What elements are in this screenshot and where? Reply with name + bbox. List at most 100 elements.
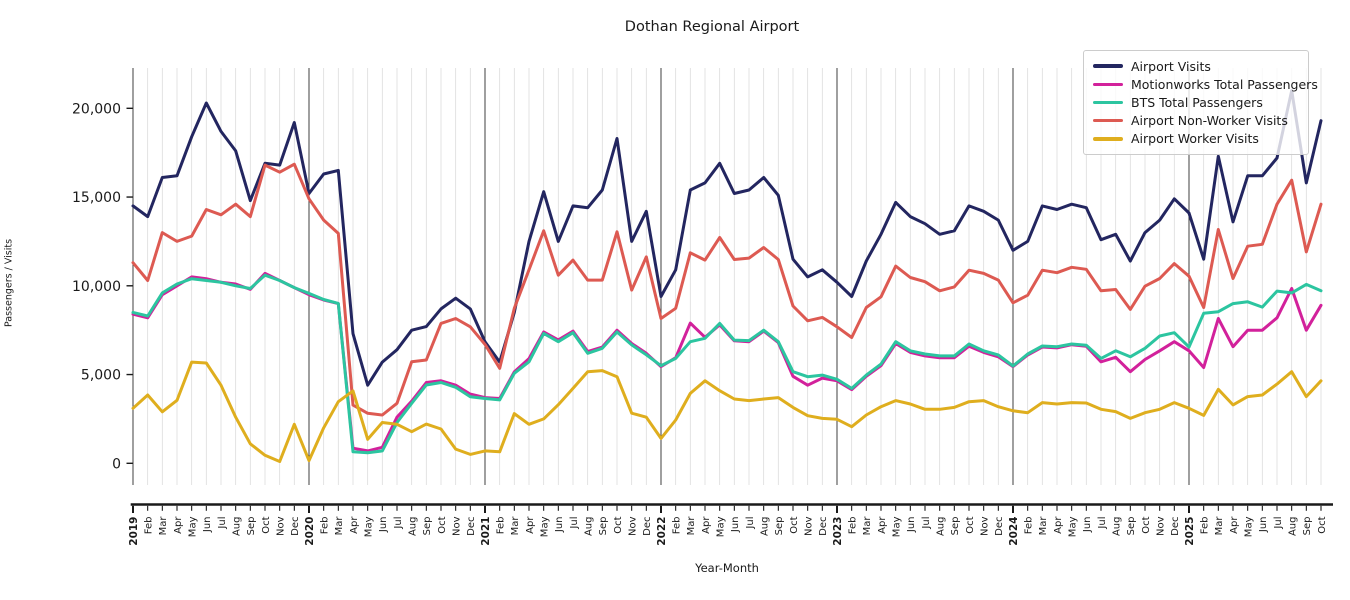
x-tick-label: Nov bbox=[451, 516, 462, 536]
legend-swatch bbox=[1093, 82, 1123, 87]
x-tick-label: Jul bbox=[569, 517, 580, 530]
x-tick-label: 2020 bbox=[304, 517, 316, 546]
legend-label: Motionworks Total Passengers bbox=[1131, 76, 1318, 92]
series-line-airport-worker-visits bbox=[131, 360, 1323, 463]
x-tick-label: Nov bbox=[275, 516, 286, 536]
y-axis-label: Passengers / Visits bbox=[3, 238, 15, 328]
legend: Airport Visits Motionworks Total Passenge… bbox=[1083, 50, 1318, 155]
chart-title: Dothan Regional Airport bbox=[624, 19, 800, 35]
x-tick-label: Jul bbox=[217, 517, 228, 530]
x-tick-label: Apr bbox=[1053, 516, 1064, 534]
x-tick-label: 2024 bbox=[1008, 517, 1020, 546]
x-axis-label: Year-Month bbox=[695, 561, 759, 575]
x-tick-label: Mar bbox=[862, 516, 873, 536]
y-tick-label: 5,000 bbox=[81, 368, 121, 384]
x-tick-label: Aug bbox=[1287, 517, 1298, 537]
legend-swatch bbox=[1093, 100, 1123, 105]
x-tick-label: Apr bbox=[349, 516, 360, 534]
x-tick-label: Dec bbox=[642, 517, 653, 536]
x-tick-label: Aug bbox=[407, 517, 418, 537]
x-tick-label: Oct bbox=[789, 516, 800, 533]
x-tick-label: Oct bbox=[437, 516, 448, 533]
x-tick-label: Aug bbox=[231, 517, 242, 537]
x-tick-label: Aug bbox=[935, 517, 946, 537]
x-tick-label: May bbox=[187, 516, 198, 537]
x-tick-label: Oct bbox=[261, 516, 272, 533]
x-tick-label: Jul bbox=[1273, 517, 1284, 530]
x-tick-label: Feb bbox=[495, 517, 506, 535]
x-tick-label: Feb bbox=[1199, 517, 1210, 535]
x-tick-label: 2021 bbox=[480, 517, 492, 546]
x-tick-label: Feb bbox=[319, 517, 330, 535]
x-tick-label: Sep bbox=[246, 517, 257, 536]
x-tick-label: May bbox=[539, 516, 550, 537]
x-tick-label: Apr bbox=[701, 516, 712, 534]
x-tick-label: Feb bbox=[143, 517, 154, 535]
legend-swatch bbox=[1093, 64, 1123, 68]
x-tick-label: Jun bbox=[906, 517, 917, 534]
x-tick-label: Jul bbox=[745, 517, 756, 530]
x-tick-label: 2022 bbox=[656, 517, 668, 546]
x-tick-label: Dec bbox=[466, 517, 477, 536]
legend-item: Airport Non-Worker Visits bbox=[1093, 112, 1299, 130]
x-tick-label: Nov bbox=[1155, 516, 1166, 536]
legend-label: Airport Worker Visits bbox=[1131, 131, 1259, 147]
x-tick-label: Sep bbox=[774, 517, 785, 536]
x-tick-label: Apr bbox=[525, 516, 536, 534]
x-tick-label: Mar bbox=[158, 516, 169, 536]
x-tick-label: Aug bbox=[583, 517, 594, 537]
y-tick-label: 15,000 bbox=[72, 190, 121, 206]
y-tick-label: 20,000 bbox=[72, 101, 121, 117]
x-tick-label: Aug bbox=[759, 517, 770, 537]
x-tick-label: Dec bbox=[818, 517, 829, 536]
x-tick-label: Feb bbox=[671, 517, 682, 535]
x-tick-label: Mar bbox=[510, 516, 521, 536]
x-tick-label: Oct bbox=[1141, 516, 1152, 533]
x-tick-label: Oct bbox=[965, 516, 976, 533]
legend-item: Motionworks Total Passengers bbox=[1093, 75, 1318, 93]
x-tick-label: Sep bbox=[422, 517, 433, 536]
x-tick-label: Apr bbox=[173, 516, 184, 534]
x-tick-label: Nov bbox=[979, 516, 990, 536]
series-line-bts-total-passengers bbox=[131, 273, 1323, 455]
x-tick-label: 2019 bbox=[128, 517, 140, 546]
x-tick-label: Jun bbox=[730, 517, 741, 534]
x-tick-label: Aug bbox=[1111, 517, 1122, 537]
x-tick-label: Sep bbox=[950, 517, 961, 536]
x-tick-label: Jun bbox=[1082, 517, 1093, 534]
x-tick-label: Mar bbox=[1038, 516, 1049, 536]
x-tick-label: Sep bbox=[1126, 517, 1137, 536]
x-tick-label: Apr bbox=[877, 516, 888, 534]
x-tick-label: May bbox=[891, 516, 902, 537]
legend-label: BTS Total Passengers bbox=[1131, 94, 1263, 110]
legend-swatch bbox=[1093, 118, 1123, 123]
series-line-airport-visits bbox=[131, 89, 1323, 387]
legend-label: Airport Non-Worker Visits bbox=[1131, 113, 1288, 129]
series-line-airport-non-worker-visits bbox=[131, 162, 1323, 417]
x-tick-label: Jun bbox=[554, 517, 565, 534]
y-tick-label: 10,000 bbox=[72, 279, 121, 295]
x-tick-label: Sep bbox=[598, 517, 609, 536]
x-tick-label: Apr bbox=[1229, 516, 1240, 534]
x-tick-label: May bbox=[363, 516, 374, 537]
x-tick-label: Nov bbox=[803, 516, 814, 536]
x-tick-label: May bbox=[1067, 516, 1078, 537]
legend-swatch bbox=[1093, 137, 1123, 141]
x-tick-label: Mar bbox=[1214, 516, 1225, 536]
x-tick-label: Mar bbox=[686, 516, 697, 536]
legend-item: BTS Total Passengers bbox=[1093, 93, 1299, 111]
x-tick-label: Oct bbox=[613, 516, 624, 533]
x-tick-label: May bbox=[1243, 516, 1254, 537]
x-tick-label: Dec bbox=[1170, 517, 1181, 536]
x-tick-label: Oct bbox=[1317, 516, 1328, 533]
x-tick-label: 2025 bbox=[1184, 517, 1196, 546]
x-tick-label: Dec bbox=[994, 517, 1005, 536]
x-tick-label: Jul bbox=[921, 517, 932, 530]
x-tick-label: Feb bbox=[847, 517, 858, 535]
x-tick-label: Jul bbox=[393, 517, 404, 530]
x-tick-label: Jun bbox=[378, 517, 389, 534]
x-tick-label: Jun bbox=[202, 517, 213, 534]
x-tick-label: Jul bbox=[1097, 517, 1108, 530]
